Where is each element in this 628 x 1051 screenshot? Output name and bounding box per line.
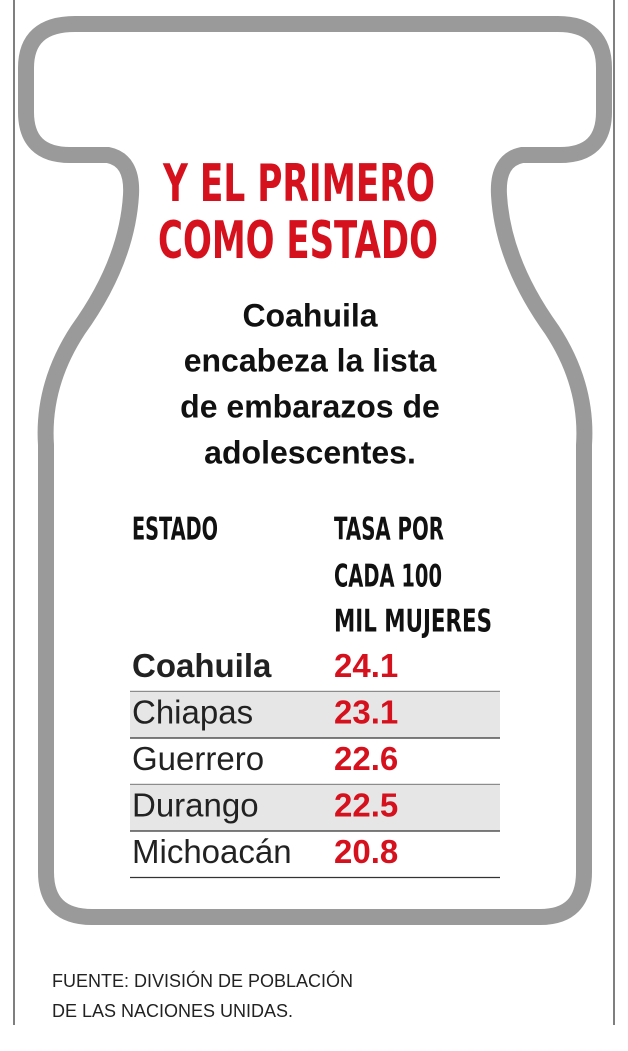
rate-value: 22.5 [334,786,398,823]
column-header: ESTADO [132,512,218,548]
subtitle-line: encabeza la lista [184,342,437,378]
title-line: Y EL PRIMERO [162,154,435,214]
column-header: CADA 100 [334,559,442,595]
state-name: Guerrero [132,740,264,777]
rate-value: 22.6 [334,740,398,777]
subtitle-line: de embarazos de [180,388,440,424]
subtitle-line: Coahuila [242,297,377,333]
title-line: COMO ESTADO [158,211,438,271]
subtitle-line: adolescentes. [204,434,416,470]
column-header: MIL MUJERES [334,604,492,640]
rate-value: 24.1 [334,647,398,684]
state-name: Chiapas [132,693,253,730]
row-shade [130,784,500,831]
rate-value: 23.1 [334,693,398,730]
column-header: TASA POR [334,512,444,548]
source-line: FUENTE: DIVISIÓN DE POBLACIÓN [52,970,353,991]
row-shade [130,691,500,738]
state-name: Durango [132,786,259,823]
table-body: Coahuila 24.1 Chiapas 23.1 Guerrero 22.6 Duran… [130,647,500,879]
onesie-outline [18,16,612,925]
source-line: DE LAS NACIONES UNIDAS. [52,1001,293,1021]
state-name: Coahuila [132,647,272,684]
rate-value: 20.8 [334,833,398,870]
state-name: Michoacán [132,833,292,870]
